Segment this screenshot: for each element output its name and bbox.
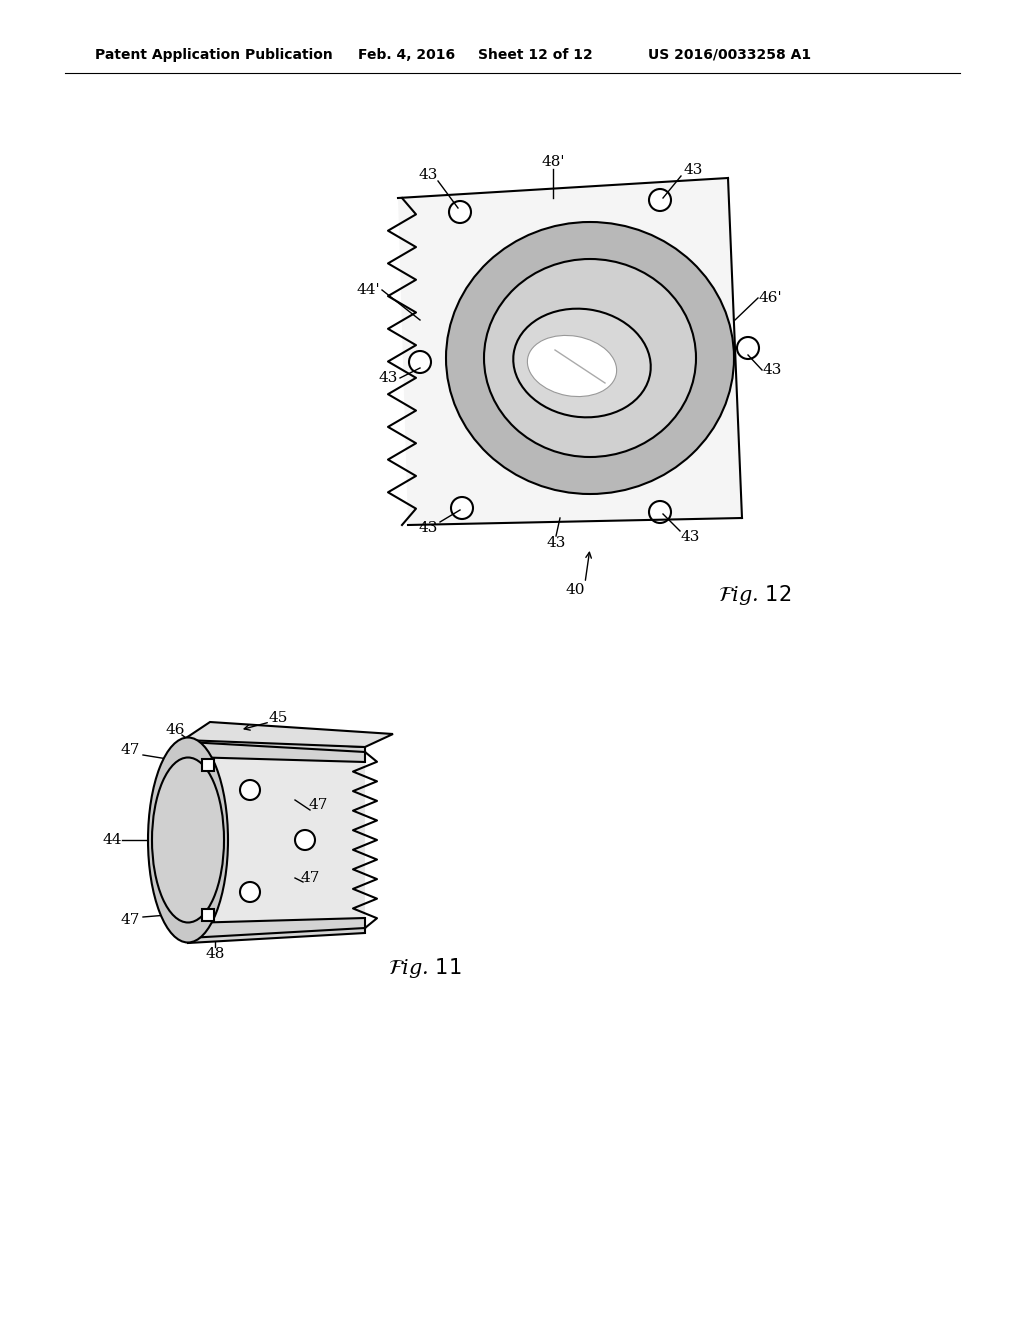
Polygon shape [188,917,365,942]
Circle shape [409,351,431,374]
Circle shape [240,780,260,800]
Text: Feb. 4, 2016: Feb. 4, 2016 [358,48,455,62]
Ellipse shape [527,335,616,396]
Text: 43: 43 [547,536,565,550]
Circle shape [737,337,759,359]
Polygon shape [188,752,365,928]
Text: 43: 43 [419,521,437,535]
Text: $\mathcal{F}$ig. $11$: $\mathcal{F}$ig. $11$ [388,956,462,979]
Text: 47: 47 [120,913,139,927]
Text: 43: 43 [419,168,437,182]
Text: US 2016/0033258 A1: US 2016/0033258 A1 [648,48,811,62]
Text: 46: 46 [165,723,184,737]
Text: Sheet 12 of 12: Sheet 12 of 12 [478,48,593,62]
Text: 48': 48' [542,154,565,169]
Text: 43: 43 [762,363,781,378]
Ellipse shape [152,758,224,923]
Circle shape [451,498,473,519]
Text: 46': 46' [758,290,781,305]
Circle shape [449,201,471,223]
Text: 47: 47 [308,799,328,812]
Text: 43: 43 [683,162,702,177]
Text: $\mathcal{F}$ig. $12$: $\mathcal{F}$ig. $12$ [718,583,792,607]
Text: 47: 47 [120,743,139,756]
Text: 47: 47 [300,871,319,884]
Ellipse shape [446,222,734,494]
Bar [202,909,214,921]
Text: 40: 40 [565,583,585,597]
Circle shape [649,189,671,211]
Circle shape [295,830,315,850]
Text: 44': 44' [356,282,380,297]
Bar [202,759,214,771]
Circle shape [240,882,260,902]
Text: 45: 45 [268,711,288,725]
Text: 48: 48 [206,946,224,961]
Ellipse shape [513,309,650,417]
Text: 44: 44 [102,833,122,847]
Polygon shape [183,722,393,747]
Text: Patent Application Publication: Patent Application Publication [95,48,333,62]
Polygon shape [188,737,365,762]
Text: 43: 43 [680,531,699,544]
Circle shape [649,502,671,523]
Ellipse shape [148,738,228,942]
Ellipse shape [484,259,696,457]
Text: 43: 43 [378,371,397,385]
Polygon shape [398,178,742,525]
